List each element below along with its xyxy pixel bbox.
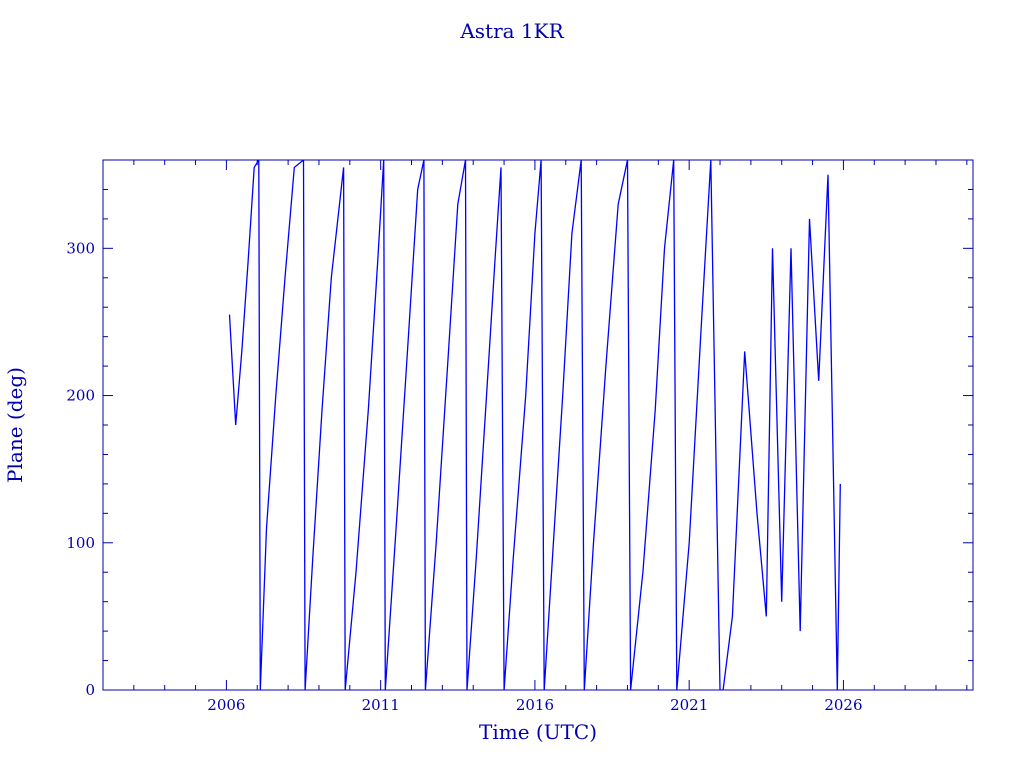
chart-title: Astra 1KR — [459, 19, 564, 43]
y-tick-label: 300 — [66, 239, 95, 257]
y-tick-label: 100 — [66, 534, 95, 552]
y-axis-label: Plane (deg) — [3, 367, 27, 483]
plot-frame — [102, 159, 974, 691]
axis-tick-labels: 2006 2011 2016 2021 2026 0 100 200 300 — [66, 239, 862, 714]
x-axis-label: Time (UTC) — [479, 720, 597, 744]
y-tick-label: 0 — [85, 681, 95, 699]
plane-series-line — [228, 160, 841, 690]
y-tick-label: 200 — [66, 387, 95, 405]
x-tick-label: 2016 — [516, 696, 554, 714]
x-tick-label: 2006 — [207, 696, 245, 714]
x-tick-label: 2026 — [824, 696, 862, 714]
x-tick-label: 2011 — [362, 696, 400, 714]
x-tick-label: 2021 — [670, 696, 708, 714]
axis-ticks — [102, 159, 973, 691]
